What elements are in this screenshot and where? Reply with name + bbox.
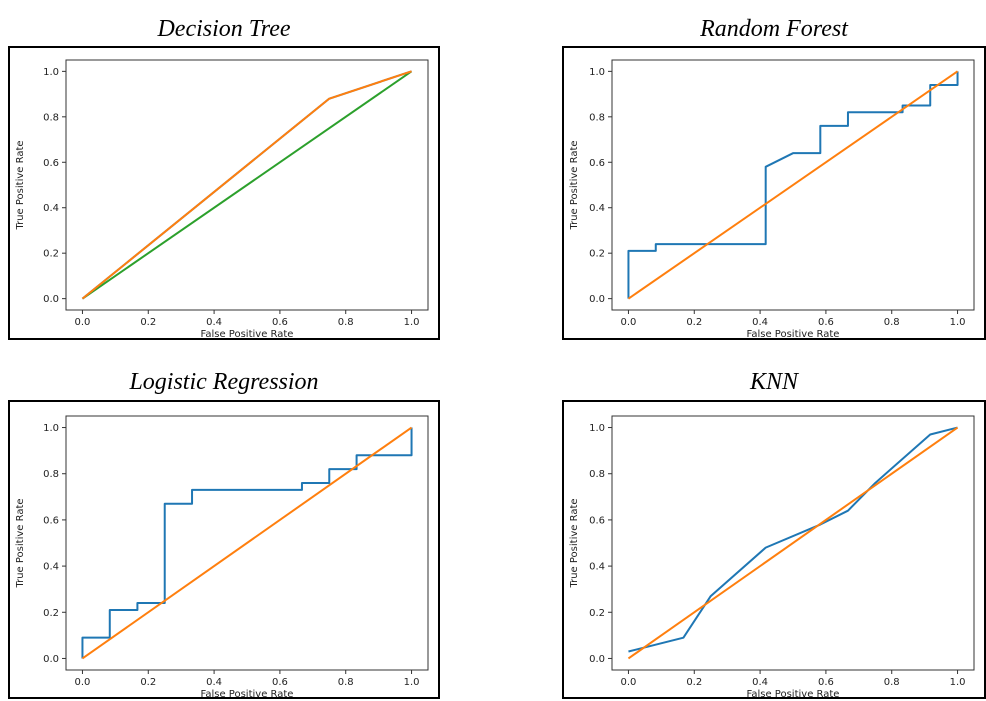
y-axis-label: True Positive Rate <box>15 140 26 230</box>
x-tick-label: 0.8 <box>884 677 900 688</box>
x-axis-label: False Positive Rate <box>747 329 840 340</box>
x-tick-label: 0.4 <box>752 317 768 328</box>
roc-chart: 0.0 0.2 0.4 0.6 0.8 1.0 0.0 0.2 0.4 0.6 0.8 1.0 Fals… <box>15 415 429 700</box>
y-tick-label: 0.8 <box>43 469 59 480</box>
roc-series-line <box>627 426 959 660</box>
y-tick-label: 0.2 <box>43 249 59 260</box>
y-tick-label: 0.4 <box>43 203 59 214</box>
y-tick-label: 0.2 <box>43 608 59 619</box>
y-tick-label: 0.2 <box>589 608 605 619</box>
x-axis-label: False Positive Rate <box>201 689 294 700</box>
x-tick-label: 0.2 <box>686 677 702 688</box>
x-tick-label: 0.0 <box>621 317 637 328</box>
x-tick-label: 0.4 <box>206 677 222 688</box>
x-tick-label: 0.8 <box>884 317 900 328</box>
y-tick-label: 0.8 <box>589 469 605 480</box>
y-axis-label: True Positive Rate <box>569 498 580 588</box>
y-tick-label: 1.0 <box>43 423 59 434</box>
y-tick-label: 1.0 <box>589 423 605 434</box>
x-axis-label: False Positive Rate <box>747 689 840 700</box>
x-tick-label: 0.4 <box>206 317 222 328</box>
x-tick-label: 0.6 <box>272 677 288 688</box>
x-tick-label: 1.0 <box>404 677 420 688</box>
x-tick-label: 0.4 <box>752 677 768 688</box>
chart-panel: Random Forest 0.0 0.2 0.4 0.6 0.8 1.0 0.0 0.2 0.4… <box>562 12 986 340</box>
y-tick-label: 0.2 <box>589 249 605 260</box>
y-tick-label: 0.4 <box>589 203 605 214</box>
y-tick-label: 0.0 <box>43 294 59 305</box>
chart-frame: 0.0 0.2 0.4 0.6 0.8 1.0 0.0 0.2 0.4 0.6 0.8 1.0 Fals… <box>8 46 440 340</box>
axes-box <box>65 415 429 671</box>
axes-box <box>611 59 975 311</box>
chart-frame: 0.0 0.2 0.4 0.6 0.8 1.0 0.0 0.2 0.4 0.6 0.8 1.0 Fals… <box>562 46 986 340</box>
x-tick-label: 0.2 <box>686 317 702 328</box>
x-tick-label: 0.0 <box>75 677 91 688</box>
x-tick-label: 0.2 <box>140 677 156 688</box>
axes-box <box>611 415 975 671</box>
roc-chart: 0.0 0.2 0.4 0.6 0.8 1.0 0.0 0.2 0.4 0.6 0.8 1.0 Fals… <box>569 415 975 700</box>
x-tick-label: 0.6 <box>272 317 288 328</box>
y-tick-label: 0.6 <box>43 515 59 526</box>
x-tick-label: 0.6 <box>818 317 834 328</box>
chart-panel: Decision Tree 0.0 0.2 0.4 0.6 0.8 1.0 0.0 0.2 0.4… <box>8 12 440 340</box>
roc-series-line <box>81 70 413 300</box>
y-tick-label: 1.0 <box>43 67 59 78</box>
y-tick-label: 1.0 <box>589 67 605 78</box>
y-axis-label: True Positive Rate <box>569 140 580 230</box>
x-tick-label: 1.0 <box>950 317 966 328</box>
chart-frame: 0.0 0.2 0.4 0.6 0.8 1.0 0.0 0.2 0.4 0.6 0.8 1.0 Fals… <box>562 400 986 700</box>
y-tick-label: 0.6 <box>589 515 605 526</box>
chart-title: Decision Tree <box>157 16 291 42</box>
roc-series-line <box>627 71 959 299</box>
x-tick-label: 0.0 <box>621 677 637 688</box>
y-tick-label: 0.6 <box>43 158 59 169</box>
chart-title: KNN <box>749 369 799 395</box>
x-tick-label: 0.8 <box>338 677 354 688</box>
x-tick-label: 1.0 <box>404 317 420 328</box>
x-tick-label: 0.8 <box>338 317 354 328</box>
chart-panel: KNN 0.0 0.2 0.4 0.6 0.8 1.0 0.0 0.2 0.4 0.6 0.8 1.0 F… <box>562 364 986 700</box>
axes-box <box>65 59 429 311</box>
y-tick-label: 0.8 <box>43 112 59 123</box>
y-tick-label: 0.0 <box>589 294 605 305</box>
roc-chart: 0.0 0.2 0.4 0.6 0.8 1.0 0.0 0.2 0.4 0.6 0.8 1.0 Fals… <box>569 59 975 340</box>
y-tick-label: 0.8 <box>589 112 605 123</box>
y-tick-label: 0.6 <box>589 158 605 169</box>
x-tick-label: 0.0 <box>75 317 91 328</box>
y-tick-label: 0.4 <box>43 562 59 573</box>
x-tick-label: 0.2 <box>140 317 156 328</box>
chart-frame: 0.0 0.2 0.4 0.6 0.8 1.0 0.0 0.2 0.4 0.6 0.8 1.0 Fals… <box>8 400 440 700</box>
roc-series-line <box>627 70 959 300</box>
y-tick-label: 0.4 <box>589 562 605 573</box>
y-tick-label: 0.0 <box>43 654 59 665</box>
roc-chart: 0.0 0.2 0.4 0.6 0.8 1.0 0.0 0.2 0.4 0.6 0.8 1.0 Fals… <box>15 59 429 340</box>
chart-title: Random Forest <box>700 16 848 42</box>
chart-panel: Logistic Regression 0.0 0.2 0.4 0.6 0.8 1.0 0.0… <box>8 364 440 700</box>
roc-series-line <box>81 426 413 660</box>
y-axis-label: True Positive Rate <box>15 498 26 588</box>
x-axis-label: False Positive Rate <box>201 329 294 340</box>
y-tick-label: 0.0 <box>589 654 605 665</box>
x-tick-label: 1.0 <box>950 677 966 688</box>
x-tick-label: 0.6 <box>818 677 834 688</box>
chart-title: Logistic Regression <box>129 369 319 395</box>
roc-series-line <box>81 70 412 300</box>
